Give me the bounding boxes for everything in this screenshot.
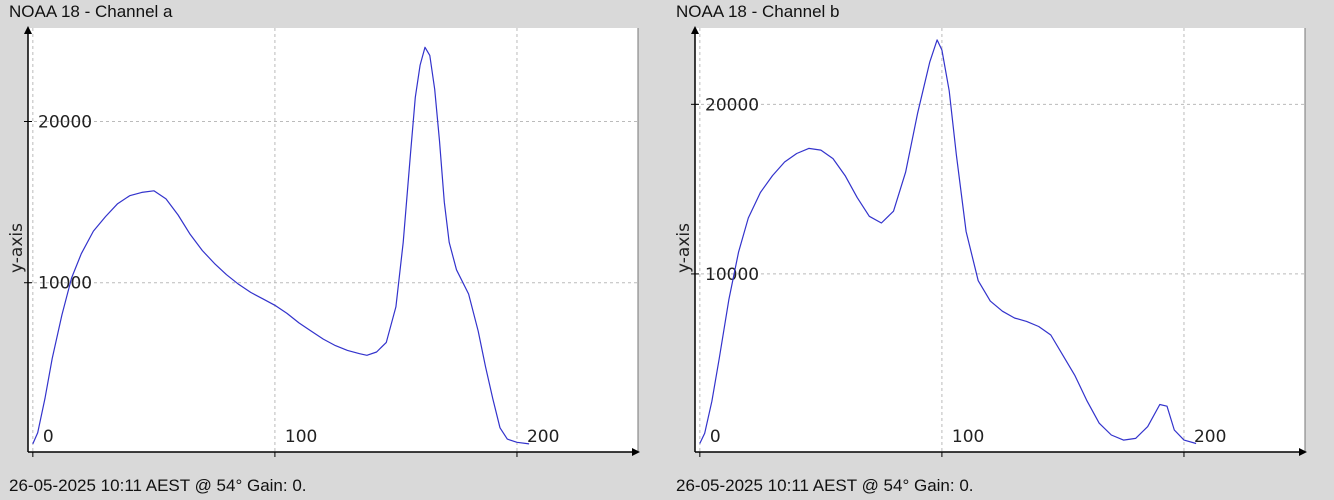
y-axis-label-channel-a: y-axis (7, 223, 27, 273)
x-axis-arrow-channel-a (632, 448, 640, 456)
y-tick-label-channel-a: 20000 (38, 113, 92, 133)
chart-title-channel-a: NOAA 18 - Channel a (9, 2, 173, 21)
x-tick-label-channel-b: 100 (952, 427, 984, 447)
y-axis-arrow-channel-a (24, 26, 32, 34)
x-axis-arrow-channel-b (1299, 448, 1307, 456)
plot-background-channel-b (695, 28, 1305, 452)
x-tick-label-channel-b: 200 (1194, 427, 1226, 447)
plot-background-channel-a (28, 28, 638, 452)
chart-panel-channel-a: 0 100 200 10000 20000 y-axis NOAA 18 - Channe… (7, 2, 640, 495)
x-tick-label-channel-a: 0 (43, 427, 54, 447)
chart-title-channel-b: NOAA 18 - Channel b (676, 2, 840, 21)
x-tick-label-channel-a: 200 (527, 427, 559, 447)
series-line-channel-a (32, 46, 530, 445)
chart-area-channel-a: 0 100 200 10000 20000 y-axis (7, 26, 640, 457)
chart-area-channel-b: 0 100 200 10000 20000 y-axis (674, 26, 1307, 457)
y-tick-label-channel-b: 20000 (705, 95, 759, 115)
footer-status-channel-a: 26-05-2025 10:11 AEST @ 54° Gain: 0. (9, 476, 307, 495)
chart-panel-channel-b: 0 100 200 10000 20000 y-axis NOAA 18 - Channe… (667, 0, 1334, 500)
x-tick-label-channel-a: 100 (285, 427, 317, 447)
y-axis-label-channel-b: y-axis (674, 223, 694, 273)
y-tick-label-channel-a: 10000 (38, 274, 92, 294)
series-line-channel-b (699, 39, 1197, 445)
x-tick-label-channel-b: 0 (710, 427, 721, 447)
y-axis-arrow-channel-b (691, 26, 699, 34)
y-tick-label-channel-b: 10000 (705, 265, 759, 285)
footer-status-channel-b: 26-05-2025 10:11 AEST @ 54° Gain: 0. (676, 476, 974, 495)
